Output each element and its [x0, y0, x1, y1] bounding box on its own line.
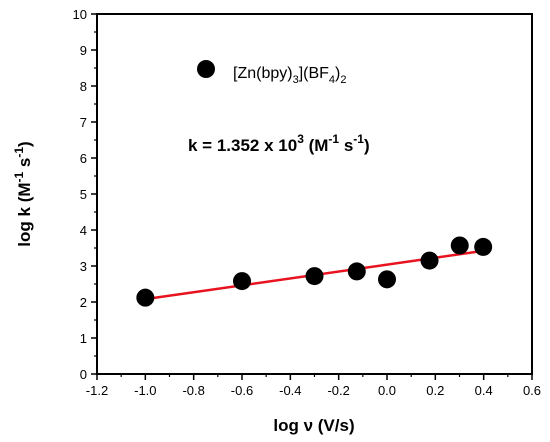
y-tick-label: 6	[80, 151, 87, 166]
x-tick-label: 0.0	[378, 383, 396, 398]
y-tick-label: 1	[80, 331, 87, 346]
y-axis-title: log k (M-1 s-1)	[12, 141, 34, 246]
data-point	[474, 237, 493, 256]
data-point	[420, 251, 439, 270]
x-axis-ticks: -1.2 -1.0 -0.8 -0.6 -0.4 -0.2 0.0 0.2 0.4 0.6	[86, 374, 541, 398]
y-tick-label: 10	[73, 7, 87, 22]
x-axis-title: log ν (V/s)	[273, 416, 354, 435]
y-tick-label: 9	[80, 43, 87, 58]
x-tick-label: -0.4	[279, 383, 301, 398]
data-point	[233, 272, 251, 291]
data-points	[136, 236, 493, 307]
y-tick-label: 2	[80, 295, 87, 310]
x-tick-label: -0.8	[182, 383, 204, 398]
x-tick-label: 0.4	[475, 383, 493, 398]
x-tick-label: -1.2	[86, 383, 108, 398]
x-tick-label: 0.6	[523, 383, 541, 398]
legend-marker	[197, 60, 215, 78]
y-tick-label: 4	[80, 223, 87, 238]
y-tick-label: 0	[80, 367, 87, 382]
y-axis-ticks: 0 1 2 3 4 5 6 7 8 9 10	[73, 7, 97, 382]
data-point	[378, 270, 396, 289]
x-tick-label: -1.0	[134, 383, 156, 398]
rate-constant-annotation: k = 1.352 x 103 (M-1 s-1)	[188, 132, 370, 155]
data-point	[136, 288, 155, 307]
y-tick-label: 7	[80, 115, 87, 130]
data-point	[450, 236, 469, 255]
y-tick-label: 3	[80, 259, 87, 274]
data-point	[305, 267, 324, 286]
y-tick-label: 8	[80, 79, 87, 94]
y-tick-label: 5	[80, 187, 87, 202]
x-tick-label: -0.2	[327, 383, 349, 398]
x-tick-label: -0.6	[231, 383, 253, 398]
data-point	[347, 262, 366, 281]
legend-label: [Zn(bpy)3](BF4)2	[233, 65, 347, 86]
x-tick-label: 0.2	[426, 383, 444, 398]
